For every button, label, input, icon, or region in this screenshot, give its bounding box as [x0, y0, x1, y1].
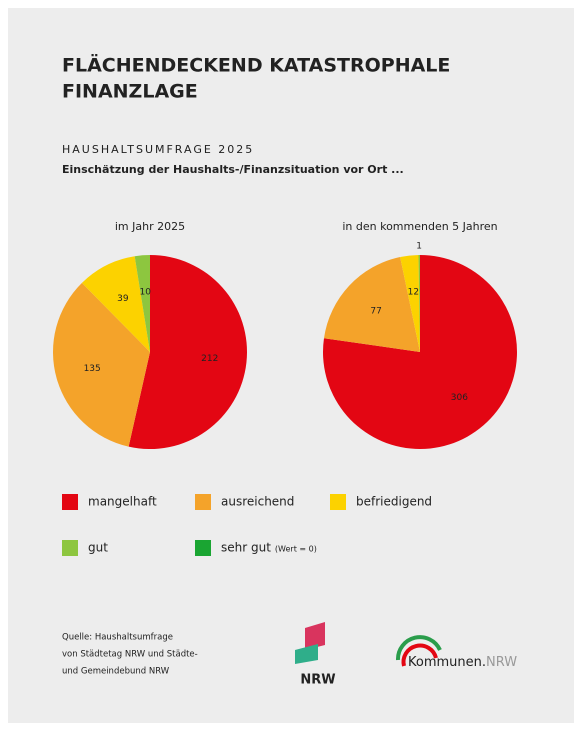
legend-label: mangelhaft: [88, 495, 157, 509]
legend-swatch: [195, 494, 211, 510]
title: FLÄCHENDECKEND KATASTROPHALE: [62, 53, 450, 77]
source: Quelle: Haushaltsumfrage: [62, 633, 173, 643]
logo-text-b: NRW: [486, 655, 517, 670]
legend-note: (Wert = 0): [275, 545, 317, 554]
data-label: 1: [416, 242, 422, 252]
legend-swatch: [330, 494, 346, 510]
source: und Gemeindebund NRW: [62, 667, 170, 677]
logo-kommunen: Kommunen.NRW: [395, 635, 517, 670]
pie-slice: [400, 255, 420, 352]
pie-title: in den kommenden 5 Jahren: [342, 220, 497, 233]
pie-slice: [418, 255, 420, 352]
logo-text: Kommunen.NRW: [408, 655, 517, 670]
pie-title: im Jahr 2025: [115, 220, 185, 233]
legend-swatch: [195, 540, 211, 556]
data-label: 77: [370, 306, 381, 316]
pie-slice: [81, 256, 150, 352]
source: von Städtetag NRW und Städte-: [62, 650, 198, 660]
logo-text-a: Kommunen.: [408, 655, 486, 670]
data-label: 135: [84, 364, 101, 374]
subtitle: Einschätzung der Haushalts-/Finanzsituat…: [62, 163, 404, 176]
kicker: HAUSHALTSUMFRAGE 2025: [62, 143, 254, 156]
legend-label: gut: [88, 541, 108, 555]
legend-swatch: [62, 540, 78, 556]
legend-label: befriedigend: [356, 495, 432, 509]
data-label: 12: [408, 288, 419, 298]
pie-slice: [128, 255, 248, 449]
data-label: 212: [201, 354, 218, 364]
pie-slice: [134, 255, 150, 352]
legend-swatch: [62, 494, 78, 510]
logo-text: NRW: [300, 673, 335, 688]
data-label: 39: [117, 294, 129, 304]
data-label: 306: [451, 393, 468, 403]
data-label: 10: [140, 288, 152, 298]
legend-label: sehr gut: [221, 541, 271, 555]
title: FINANZLAGE: [62, 81, 198, 103]
legend-label: ausreichend: [221, 495, 294, 509]
pie-slice: [323, 257, 420, 352]
pie-slice: [52, 282, 150, 447]
logo-nrw: NRW: [295, 622, 336, 688]
